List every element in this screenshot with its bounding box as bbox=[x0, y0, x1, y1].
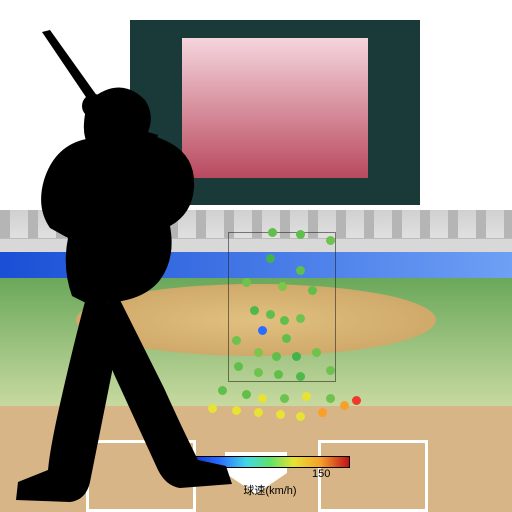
grandstand-pillar bbox=[392, 210, 402, 238]
pitch-marker bbox=[296, 266, 305, 275]
colorbar-tick: 150 bbox=[312, 468, 330, 480]
pitch-marker bbox=[318, 408, 327, 417]
pitch-marker bbox=[282, 334, 291, 343]
grandstand-pillar bbox=[364, 210, 374, 238]
batter-silhouette bbox=[0, 30, 270, 510]
pitch-marker bbox=[352, 396, 361, 405]
pitch-marker bbox=[296, 230, 305, 239]
pitch-marker bbox=[274, 370, 283, 379]
grandstand-pillar bbox=[420, 210, 430, 238]
pitch-marker bbox=[326, 394, 335, 403]
pitch-location-chart: 100150球速(km/h) bbox=[0, 0, 512, 512]
pitch-marker bbox=[276, 410, 285, 419]
pitch-marker bbox=[326, 236, 335, 245]
pitch-marker bbox=[296, 412, 305, 421]
pitch-marker bbox=[296, 372, 305, 381]
grandstand-pillar bbox=[476, 210, 486, 238]
pitch-marker bbox=[326, 366, 335, 375]
pitch-marker bbox=[272, 352, 281, 361]
grandstand-pillar bbox=[448, 210, 458, 238]
pitch-marker bbox=[308, 286, 317, 295]
pitch-marker bbox=[296, 314, 305, 323]
pitch-marker bbox=[280, 394, 289, 403]
grandstand-pillar bbox=[336, 210, 346, 238]
grandstand-pillar bbox=[504, 210, 512, 238]
pitch-marker bbox=[280, 316, 289, 325]
pitch-marker bbox=[292, 352, 301, 361]
pitch-marker bbox=[340, 401, 349, 410]
pitch-marker bbox=[312, 348, 321, 357]
pitch-marker bbox=[302, 392, 311, 401]
pitch-marker bbox=[278, 282, 287, 291]
